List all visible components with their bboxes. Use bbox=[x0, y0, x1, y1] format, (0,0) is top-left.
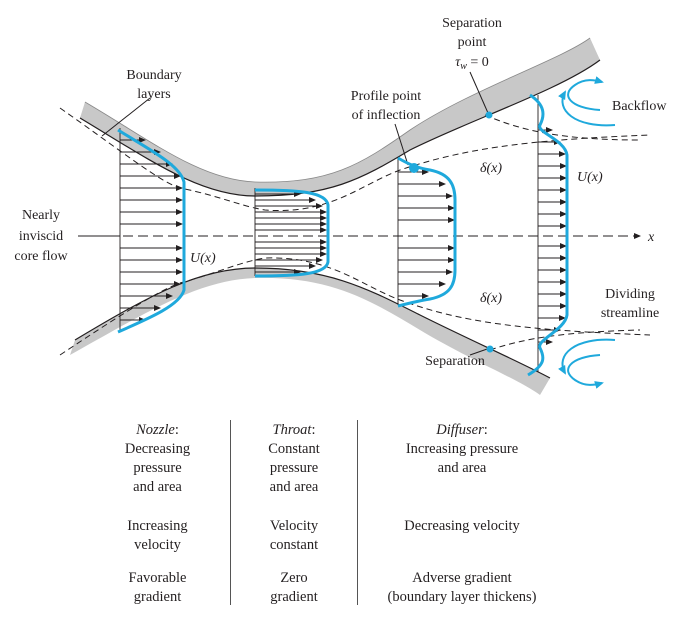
inflection-point-dot bbox=[409, 163, 419, 173]
upper-wall-edge bbox=[79, 59, 601, 197]
throat-row2-1: Velocity bbox=[269, 518, 319, 534]
leader-profile-inflection bbox=[394, 123, 409, 166]
nozzle-row3-2: gradient bbox=[133, 589, 182, 605]
throat-row1-3: and area bbox=[269, 479, 319, 495]
throat-row1-1: Constant bbox=[268, 441, 320, 457]
separated-profile-curve bbox=[527, 93, 569, 377]
dividing-streamline-lower bbox=[489, 329, 641, 351]
throat-row3-1: Zero bbox=[280, 570, 308, 586]
separation-point-dot-bottom bbox=[486, 345, 494, 353]
label-x-axis: x bbox=[647, 230, 655, 245]
separated-velocity-profile bbox=[537, 95, 567, 372]
backflow-eddy-bottom bbox=[558, 338, 616, 389]
leader-separation-point bbox=[469, 71, 489, 114]
label-u-right: U(x) bbox=[577, 170, 603, 185]
label-boundary-layers-1: Boundary bbox=[126, 68, 181, 83]
nozzle-row1-1: Decreasing bbox=[124, 441, 191, 457]
nozzle-heading: Nozzle: bbox=[136, 422, 179, 438]
label-profile-point-2: of inflection bbox=[352, 108, 421, 123]
label-inviscid: inviscid bbox=[19, 229, 63, 244]
label-boundary-layers-2: layers bbox=[137, 87, 170, 102]
label-tau-w-zero: τw = 0 bbox=[455, 55, 489, 72]
throat-velocity-profile bbox=[254, 188, 327, 276]
table-divider-1 bbox=[230, 420, 231, 605]
label-nearly: Nearly bbox=[22, 208, 60, 223]
label-separation-point-2: point bbox=[458, 35, 487, 50]
throat-profile-curve bbox=[254, 188, 330, 278]
nozzle-row1-3: and area bbox=[133, 479, 182, 495]
nozzle-diffuser-diagram: Separation point τw = 0 Boundary layers … bbox=[14, 16, 667, 395]
label-backflow: Backflow bbox=[612, 99, 667, 114]
diffuser-row3-1: Adverse gradient bbox=[412, 570, 512, 586]
lower-wall bbox=[70, 268, 550, 395]
nozzle-row2-2: velocity bbox=[134, 537, 181, 553]
inflection-profile-curve bbox=[397, 156, 457, 308]
throat-row3-2: gradient bbox=[270, 589, 318, 605]
nozzle-row3-1: Favorable bbox=[128, 570, 187, 586]
nozzle-row1-2: pressure bbox=[133, 460, 182, 476]
label-profile-point-1: Profile point bbox=[351, 89, 421, 104]
diffuser-row1-2: and area bbox=[437, 460, 487, 476]
bl-edge-upper bbox=[59, 107, 651, 212]
throat-column: Throat: Constant pressure and area Veloc… bbox=[240, 421, 348, 607]
nozzle-profile-curve bbox=[117, 128, 186, 334]
separation-point-dot-top bbox=[485, 111, 493, 119]
throat-row2-2: constant bbox=[269, 537, 319, 553]
upper-wall bbox=[80, 38, 600, 196]
throat-row1-2: pressure bbox=[269, 460, 319, 476]
label-delta-top: δ(x) bbox=[480, 161, 502, 176]
label-streamline: streamline bbox=[601, 306, 659, 321]
diffuser-row3-2: (boundary layer thickens) bbox=[387, 589, 537, 605]
label-delta-bottom: δ(x) bbox=[480, 291, 502, 306]
label-core-flow: core flow bbox=[14, 249, 68, 264]
inflection-velocity-profile bbox=[397, 158, 455, 305]
label-dividing: Dividing bbox=[605, 287, 655, 302]
label-separation-bottom: Separation bbox=[425, 354, 485, 369]
diffuser-heading: Diffuser: bbox=[436, 422, 488, 438]
nozzle-row2-1: Increasing bbox=[127, 518, 188, 534]
leader-boundary-layers bbox=[101, 97, 151, 137]
label-separation-point-1: Separation bbox=[442, 16, 502, 31]
diffuser-row2-1: Decreasing velocity bbox=[404, 518, 520, 534]
diffuser-column: Diffuser: Increasing pressure and area D… bbox=[367, 421, 557, 607]
label-u-left: U(x) bbox=[190, 251, 216, 266]
nozzle-column: Nozzle: Decreasing pressure and area Inc… bbox=[100, 421, 215, 607]
backflow-eddy-top bbox=[558, 76, 616, 127]
throat-heading: Throat: bbox=[272, 422, 316, 438]
table-divider-2 bbox=[357, 420, 358, 605]
upper-wall-outer bbox=[84, 37, 591, 183]
diffuser-row1-1: Increasing pressure bbox=[405, 441, 519, 457]
